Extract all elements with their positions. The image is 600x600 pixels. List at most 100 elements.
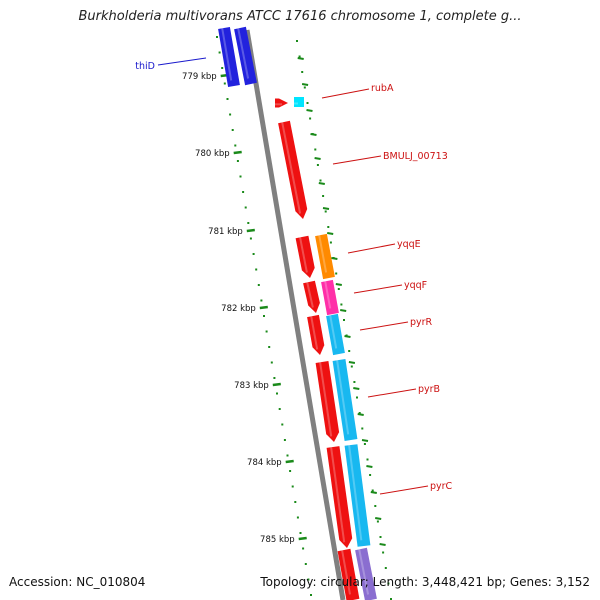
gene-label-yqqf[interactable]: yqqF (404, 280, 427, 291)
guide-dot-inner (268, 346, 271, 348)
gene-pyrr-blue[interactable] (326, 313, 345, 356)
gene-pyrr-blue-shine (329, 315, 338, 349)
guide-dot-inner (299, 532, 302, 534)
guide-dash (357, 413, 364, 416)
gene-bmulj-00713[interactable] (278, 120, 308, 219)
guide-dot-inner (310, 594, 312, 596)
guide-dot-outer (340, 303, 343, 306)
guide-dot-inner (247, 222, 250, 224)
guide-dot-outer (322, 195, 325, 197)
gene-pyrc-red[interactable] (326, 446, 353, 548)
gene-yqqe-orange[interactable] (315, 233, 335, 280)
map-title: Burkholderia multivorans ATCC 17616 chro… (78, 9, 522, 24)
guide-dot-inner (255, 268, 258, 271)
gene-next-red-shine (341, 550, 351, 595)
label-leader (347, 243, 396, 254)
guide-dot-inner (257, 284, 260, 286)
guide-dot-inner (291, 485, 294, 488)
guide-dash (335, 283, 342, 286)
gene-pyrc-blue[interactable] (344, 444, 371, 547)
gene-yqqe-red[interactable] (295, 235, 315, 278)
guide-dot-inner (249, 237, 252, 240)
guide-dot-inner (221, 67, 224, 69)
gene-pyrc-red-shine (330, 447, 346, 543)
gene-label-ruba[interactable]: rubA (371, 83, 394, 94)
gene-labels: thiD rubA BMULJ_00713 yqqE yqqF pyrR pyrB pyrC (135, 57, 453, 495)
gene-label-bmulj-00713[interactable]: BMULJ_00713 (383, 151, 448, 162)
guide-dash (379, 543, 386, 546)
tick-label: 783 kbp (234, 381, 269, 391)
guide-dot-inner (289, 470, 292, 472)
label-leader (379, 485, 429, 495)
gene-thid-a[interactable] (218, 27, 240, 87)
guide-dash (348, 361, 356, 364)
gene-pyrr-red[interactable] (307, 314, 325, 355)
guide-dash (314, 157, 321, 160)
gene-yqqf-red[interactable] (303, 280, 320, 313)
tick-label: 781 kbp (208, 227, 243, 237)
guide-dot-inner (236, 160, 239, 162)
guide-dot-outer (382, 551, 385, 554)
label-leader (353, 284, 403, 294)
guide-dot-inner (226, 98, 229, 100)
tick-mark (298, 536, 307, 541)
guide-dash (297, 57, 304, 60)
guide-dot-outer (374, 505, 377, 507)
gene-yqqf-pink[interactable] (321, 279, 339, 316)
guide-dot-inner (265, 330, 268, 333)
guide-dash (361, 439, 369, 442)
guide-dash (366, 465, 373, 468)
gene-yqqf-red-shine (306, 282, 314, 308)
gene-label-pyrc[interactable]: pyrC (430, 481, 453, 492)
guide-dot-outer (298, 55, 301, 58)
guide-dash (370, 491, 377, 494)
guide-dot-inner (294, 501, 297, 503)
guide-dot-outer (301, 71, 304, 73)
kbp-ticks: 779 kbp 780 kbp 781 kbp 782 kbp 783 kbp 784 k… (182, 72, 307, 545)
tick-label: 785 kbp (260, 535, 295, 545)
guide-dash (318, 182, 325, 185)
gene-pyrb-red-shine (319, 362, 333, 437)
guide-dot-inner (252, 253, 255, 255)
gene-ruba[interactable] (275, 98, 288, 108)
guide-dot-outer (309, 117, 312, 120)
gene-yqqe-orange-shine (318, 235, 328, 273)
guide-dot-inner (307, 578, 310, 581)
guide-dot-inner (234, 144, 237, 147)
guide-dot-outer (296, 40, 298, 42)
guide-dot-inner (223, 82, 226, 85)
guide-dot-outer (343, 319, 345, 321)
gene-next-red[interactable] (337, 548, 360, 600)
guide-dot-outer (387, 582, 390, 585)
guide-dot-outer (366, 458, 369, 461)
tick-mark (285, 459, 294, 464)
guide-dot-outer (353, 381, 356, 383)
guide-dot-inner (216, 36, 218, 38)
guide-dot-inner (242, 191, 245, 193)
gene-label-pyrb[interactable]: pyrB (418, 384, 440, 395)
guide-dot-outer (371, 489, 374, 492)
guide-dot-outer (356, 396, 358, 399)
guide-dot-inner (263, 315, 265, 317)
tick-mark (259, 305, 268, 310)
tick-label: 780 kbp (195, 149, 230, 159)
guide-dot-inner (244, 206, 247, 209)
gene-label-yqqe[interactable]: yqqE (397, 239, 421, 250)
guide-dot-inner (231, 129, 234, 131)
gene-next-purple[interactable] (355, 547, 377, 600)
guide-dot-outer (379, 536, 382, 538)
gene-ruba-cyan[interactable] (294, 97, 304, 107)
gene-features (218, 26, 377, 600)
gene-pyrr-red-shine (310, 316, 319, 350)
guide-dot-outer (384, 567, 387, 569)
gene-pyrb-blue[interactable] (332, 359, 358, 441)
guide-dash (327, 232, 334, 235)
label-leader (321, 88, 370, 99)
gene-pyrb-red[interactable] (315, 361, 340, 442)
guide-dot-outer (335, 272, 338, 275)
gene-thid-b[interactable] (234, 26, 257, 86)
tick-label: 784 kbp (247, 458, 282, 468)
gene-label-pyrr[interactable]: pyrR (410, 317, 433, 328)
gene-label-thid[interactable]: thiD (135, 61, 155, 72)
